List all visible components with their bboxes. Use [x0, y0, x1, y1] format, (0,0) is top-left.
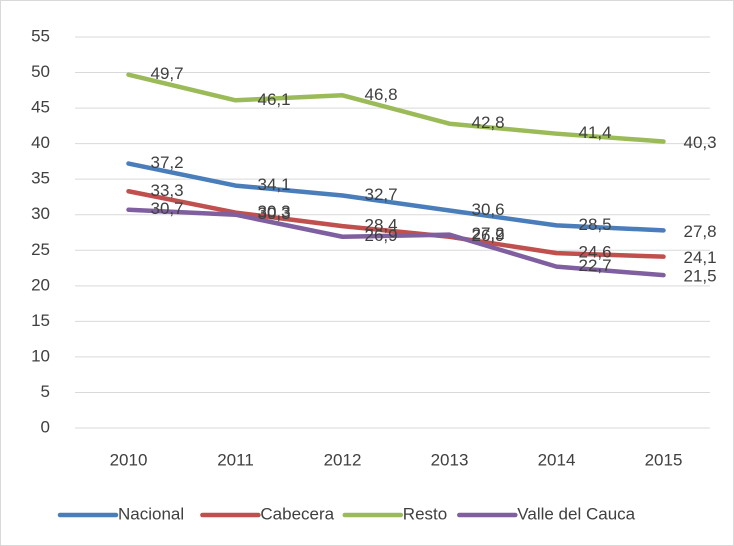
data-label: 30,7 — [151, 199, 184, 218]
y-tick-label: 15 — [31, 311, 50, 330]
data-label: 33,3 — [151, 181, 184, 200]
data-label: 22,7 — [579, 256, 612, 275]
data-label: 24,6 — [579, 243, 612, 262]
y-tick-label: 10 — [31, 346, 50, 365]
legend-label: Nacional — [118, 504, 184, 523]
x-tick-label: 2014 — [538, 450, 576, 469]
data-label: 28,5 — [579, 215, 612, 234]
legend-label: Cabecera — [260, 504, 334, 523]
series-line — [126, 207, 666, 278]
data-label: 30,3 — [258, 204, 291, 223]
x-tick-label: 2011 — [217, 450, 254, 469]
data-label: 21,5 — [684, 267, 717, 286]
series-line — [126, 72, 666, 144]
data-label: 49,7 — [151, 64, 184, 83]
y-tick-label: 30 — [31, 204, 50, 223]
series-line — [126, 161, 666, 233]
y-tick-label: 55 — [31, 26, 50, 45]
data-label: 41,4 — [579, 123, 612, 142]
x-tick-label: 2010 — [110, 450, 148, 469]
data-label: 30,3 — [258, 202, 291, 221]
y-tick-label: 20 — [31, 275, 50, 294]
data-label: 40,3 — [684, 133, 717, 152]
data-label: 46,1 — [258, 90, 291, 109]
y-tick-label: 25 — [31, 240, 50, 259]
y-tick-label: 45 — [31, 98, 50, 117]
legend-label: Valle del Cauca — [517, 504, 635, 523]
data-label: 27,8 — [684, 222, 717, 241]
data-label: 30,6 — [472, 200, 505, 219]
data-label: 34,1 — [258, 175, 291, 194]
x-tick-label: 2015 — [645, 450, 683, 469]
data-label: 26,9 — [472, 226, 505, 245]
data-label: 26,9 — [365, 226, 398, 245]
data-label: 28,4 — [365, 216, 398, 235]
data-label: 32,7 — [365, 185, 398, 204]
data-label: 37,2 — [151, 153, 184, 172]
y-tick-label: 35 — [31, 169, 50, 188]
data-label: 27,2 — [472, 224, 505, 243]
y-tick-label: 5 — [41, 382, 50, 401]
y-tick-label: 0 — [41, 417, 50, 436]
data-label: 42,8 — [472, 113, 505, 132]
x-tick-label: 2013 — [431, 450, 469, 469]
data-label: 46,8 — [365, 85, 398, 104]
series-line — [126, 189, 666, 259]
y-tick-label: 40 — [31, 133, 50, 152]
data-label: 24,1 — [684, 248, 717, 267]
legend-label: Resto — [403, 504, 447, 523]
y-tick-label: 50 — [31, 62, 50, 81]
x-tick-label: 2012 — [324, 450, 362, 469]
